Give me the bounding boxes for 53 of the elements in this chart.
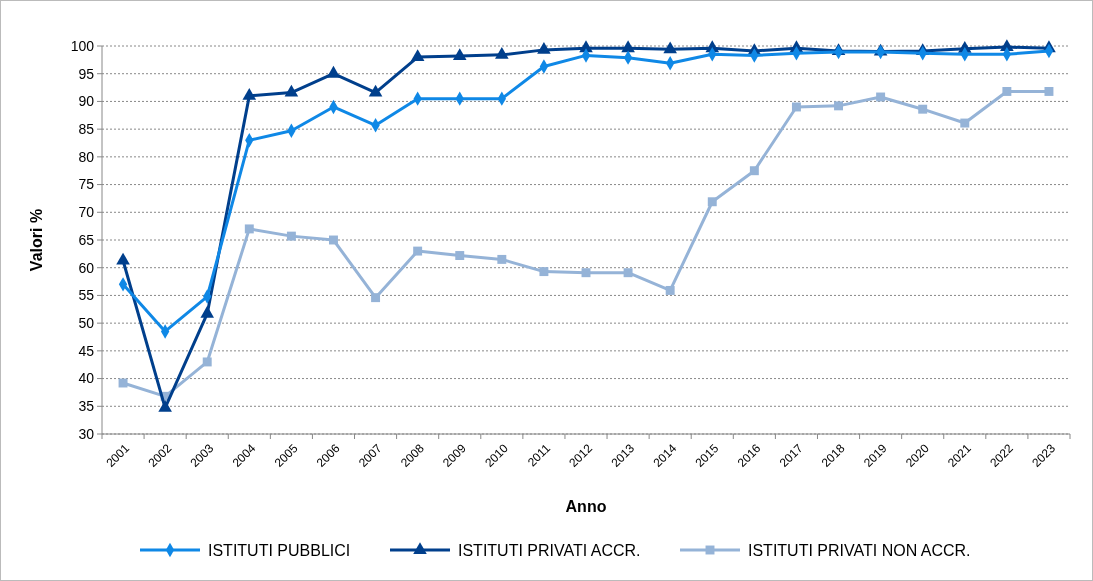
point — [284, 84, 299, 97]
point — [876, 92, 886, 102]
legend-label: ISTITUTI PUBBLICI — [208, 541, 351, 559]
point — [918, 104, 928, 114]
y-tick-label: 35 — [78, 398, 95, 415]
y-tick-label: 95 — [78, 65, 95, 82]
point — [497, 254, 507, 264]
point — [791, 102, 801, 112]
y-tick-label: 60 — [78, 259, 95, 276]
point — [455, 251, 465, 260]
y-tick-label: 55 — [78, 287, 95, 304]
legend-label: ISTITUTI PRIVATI NON ACCR. — [748, 541, 971, 559]
point — [707, 197, 717, 207]
point — [834, 101, 843, 111]
y-tick-label: 70 — [78, 204, 95, 221]
point — [539, 267, 549, 277]
point — [749, 166, 759, 176]
point — [537, 42, 551, 54]
point — [495, 47, 509, 59]
point — [410, 49, 425, 62]
point — [244, 224, 254, 234]
point — [621, 40, 635, 53]
point — [663, 41, 677, 54]
point — [116, 252, 130, 265]
point — [371, 293, 381, 303]
y-axis-title: Valori % — [28, 208, 45, 272]
point — [286, 231, 296, 241]
point — [326, 65, 341, 78]
y-tick-label: 75 — [78, 176, 95, 193]
point — [242, 88, 257, 100]
point — [452, 48, 467, 60]
point — [202, 357, 212, 367]
y-tick-label: 50 — [78, 315, 95, 332]
point — [581, 268, 591, 278]
y-tick-label: 30 — [78, 425, 95, 442]
y-tick-label: 90 — [78, 93, 95, 110]
point — [1002, 86, 1012, 96]
y-tick-label: 85 — [78, 121, 95, 138]
y-tick-label: 45 — [78, 342, 95, 359]
point — [1044, 86, 1054, 96]
point — [329, 235, 338, 245]
y-tick-label: 65 — [78, 231, 95, 248]
x-axis-title: Anno — [565, 498, 607, 515]
y-tick-label: 100 — [70, 37, 95, 54]
point — [665, 285, 675, 295]
y-tick-label: 80 — [78, 148, 95, 165]
point — [118, 378, 128, 388]
y-tick-label: 40 — [78, 370, 95, 387]
legend-label: ISTITUTI PRIVATI ACCR. — [458, 541, 641, 559]
point — [368, 84, 383, 97]
point — [623, 268, 633, 278]
point — [960, 118, 970, 128]
point — [413, 246, 423, 256]
